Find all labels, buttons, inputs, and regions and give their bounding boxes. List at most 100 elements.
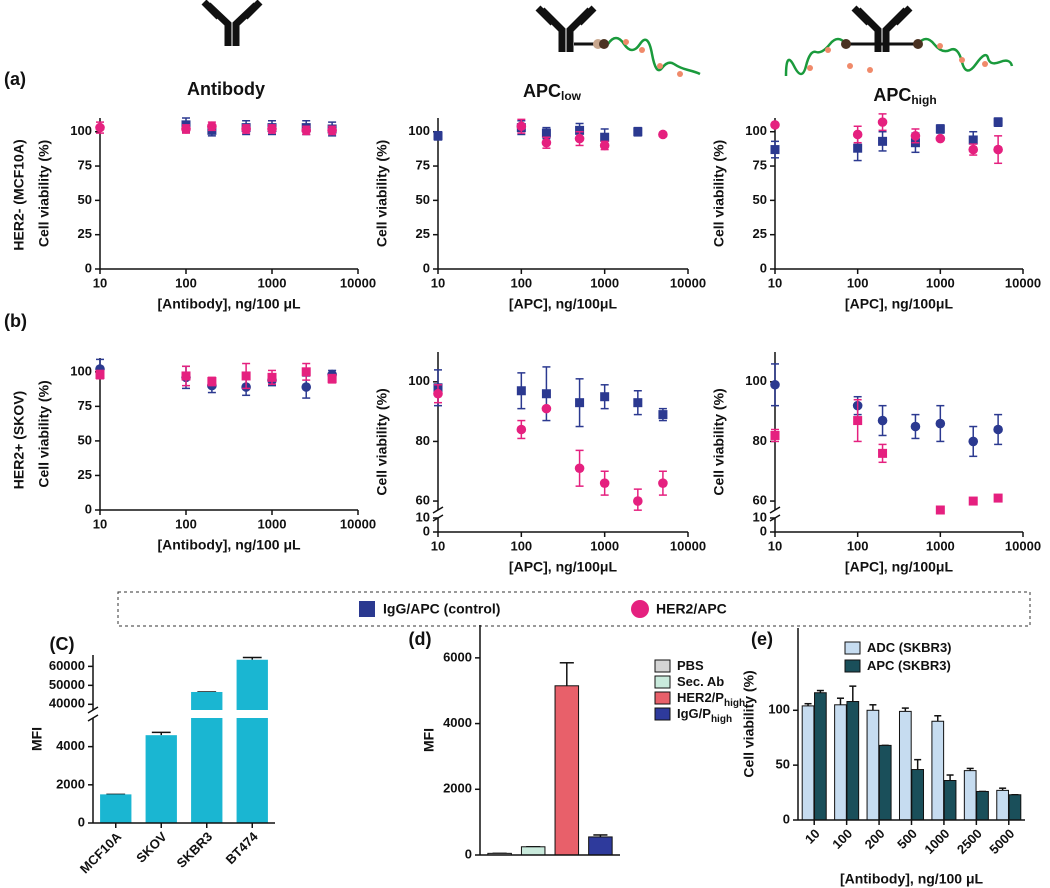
- panel-label: (d): [409, 629, 432, 649]
- legend-name: ADC (SKBR3): [867, 640, 952, 655]
- y-tick-label: 100: [70, 123, 92, 138]
- marker: [853, 416, 863, 426]
- marker: [852, 129, 863, 140]
- x-tick-label: 10000: [670, 538, 706, 553]
- legend-name: IgG/P: [677, 706, 711, 721]
- marker: [878, 136, 888, 146]
- marker: [877, 117, 888, 127]
- marker: [541, 403, 552, 414]
- bar: [931, 720, 945, 821]
- legend-label: IgG/APC (control): [383, 601, 500, 617]
- x-tick-label: 100: [829, 826, 855, 852]
- marker: [993, 117, 1003, 127]
- legend-name: PBS: [677, 658, 704, 673]
- y-tick-label: 100: [408, 123, 430, 138]
- header-subscript: high: [911, 93, 936, 107]
- x-tick-label: 10: [431, 538, 445, 553]
- marker: [633, 127, 643, 137]
- y-axis-label: Cell viability (%): [741, 670, 757, 777]
- y-tick-label: 50: [78, 192, 92, 207]
- y-tick-label: 0: [85, 260, 92, 275]
- row-label: HER2+ (SKOV): [11, 391, 27, 489]
- legend-swatch: [844, 659, 861, 673]
- bar: [236, 659, 268, 823]
- x-tick-label: 10000: [1005, 275, 1041, 290]
- legend-swatch: [844, 641, 861, 655]
- y-tick-label: 0: [423, 523, 430, 538]
- x-tick-label: MCF10A: [77, 829, 125, 877]
- y-tick-label: 0: [783, 811, 790, 826]
- marker: [910, 131, 921, 141]
- x-tick-label: 100: [847, 538, 869, 553]
- marker: [993, 424, 1003, 435]
- marker: [207, 376, 217, 386]
- legend-marker: [359, 601, 375, 617]
- marker: [910, 421, 921, 432]
- marker: [658, 129, 668, 140]
- row-tag: (a): [4, 69, 26, 89]
- header: APChigh: [873, 85, 936, 107]
- header-subscript: low: [561, 89, 582, 103]
- y-tick-label: 0: [85, 501, 92, 516]
- marker: [267, 372, 277, 382]
- bar: [846, 701, 860, 821]
- marker: [935, 124, 945, 134]
- y-tick-label: 75: [416, 157, 430, 172]
- apc-low-icon: [535, 5, 701, 77]
- x-tick-label: 100: [510, 538, 532, 553]
- x-axis-label: [Antibody], ng/100 μL: [157, 537, 301, 553]
- x-tick-label: 10000: [340, 275, 376, 290]
- legend-name: Sec. Ab: [677, 674, 724, 689]
- legend-label: HER2/APC: [656, 601, 727, 617]
- x-axis-label: [Antibody], ng/100 μL: [840, 871, 984, 887]
- row-tag: (b): [4, 311, 27, 331]
- x-tick-label: 1000: [258, 516, 287, 531]
- marker: [241, 371, 251, 381]
- marker: [516, 424, 527, 435]
- x-tick-label: 1000: [590, 538, 619, 553]
- marker: [968, 436, 979, 447]
- y-tick-label: 10: [753, 509, 767, 524]
- x-tick-label: 1000: [926, 538, 955, 553]
- x-axis-label: [APC], ng/100μL: [845, 559, 954, 575]
- marker: [599, 140, 610, 151]
- legend-label: Sec. Ab: [677, 674, 724, 689]
- y-tick-label: 50: [416, 192, 430, 207]
- marker: [301, 367, 311, 377]
- marker: [993, 144, 1003, 155]
- y-tick-label: 100: [745, 123, 767, 138]
- marker: [95, 370, 105, 380]
- x-tick-label: 1000: [921, 826, 952, 857]
- bar: [554, 685, 580, 856]
- y-tick-label: 60: [753, 492, 767, 507]
- marker: [433, 388, 443, 399]
- y-tick-label: 6000: [443, 649, 472, 664]
- marker: [541, 128, 551, 138]
- y-tick-label: 25: [78, 226, 92, 241]
- marker: [541, 137, 552, 148]
- y-axis-label: Cell viability (%): [711, 388, 727, 495]
- marker: [600, 392, 610, 402]
- x-tick-label: 10: [768, 275, 782, 290]
- x-tick-label: 100: [847, 275, 869, 290]
- x-tick-label: 10: [93, 516, 107, 531]
- x-tick-label: 10: [768, 538, 782, 553]
- marker: [770, 379, 780, 390]
- legend-label: IgG/Phigh: [677, 706, 732, 724]
- x-axis-label: [APC], ng/100μL: [509, 559, 618, 575]
- legend-swatch: [654, 675, 671, 689]
- y-axis-label: Cell viability (%): [374, 140, 390, 247]
- legend-swatch: [654, 659, 671, 673]
- y-tick-label: 60: [416, 492, 430, 507]
- y-tick-label: 100: [408, 373, 430, 388]
- legend-swatch: [654, 691, 671, 705]
- bar: [943, 780, 957, 821]
- marker: [658, 410, 668, 420]
- marker: [633, 398, 643, 408]
- x-tick-label: BT474: [223, 828, 262, 867]
- x-tick-label: 500: [894, 826, 920, 852]
- y-tick-label: 0: [760, 260, 767, 275]
- y-axis-label: MFI: [29, 727, 45, 751]
